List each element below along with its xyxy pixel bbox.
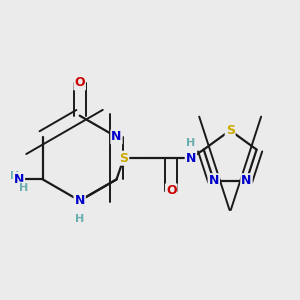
Text: N: N xyxy=(74,194,85,207)
Text: O: O xyxy=(74,76,85,89)
Text: H: H xyxy=(186,139,196,148)
Text: H: H xyxy=(19,183,28,193)
Text: H: H xyxy=(10,170,19,181)
Text: S: S xyxy=(119,152,128,165)
Text: O: O xyxy=(166,184,177,197)
Text: N: N xyxy=(111,130,122,143)
Text: N: N xyxy=(208,174,219,187)
Text: N: N xyxy=(14,173,24,186)
Text: H: H xyxy=(75,214,84,224)
Text: N: N xyxy=(241,174,252,187)
Text: N: N xyxy=(186,152,196,165)
Text: S: S xyxy=(226,124,235,137)
